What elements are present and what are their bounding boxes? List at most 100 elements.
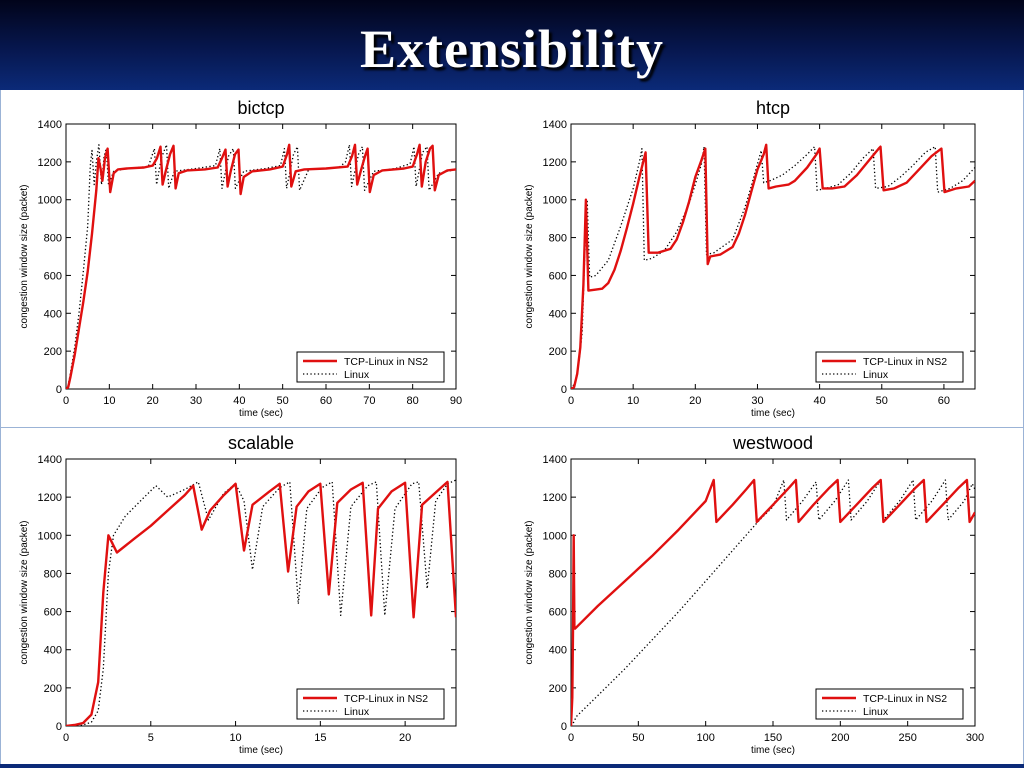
x-tick-label: 60 [938, 395, 950, 407]
x-tick-label: 70 [363, 395, 375, 407]
x-tick-label: 10 [229, 732, 241, 744]
x-tick-label: 50 [277, 395, 289, 407]
y-tick-label: 400 [549, 645, 567, 657]
x-tick-label: 10 [103, 395, 115, 407]
y-tick-label: 200 [44, 683, 62, 695]
y-axis-label: congestion window size (packet) [19, 185, 30, 329]
legend-box [815, 351, 964, 383]
x-tick-label: 30 [190, 395, 202, 407]
y-tick-label: 1000 [38, 195, 62, 207]
x-tick-label: 0 [63, 395, 69, 407]
y-tick-label: 400 [549, 308, 567, 320]
y-tick-label: 0 [561, 384, 567, 396]
x-axis-label: time (sec) [239, 408, 283, 419]
y-tick-label: 1200 [38, 157, 62, 169]
y-tick-label: 1200 [543, 492, 567, 504]
series-line-ns2 [571, 478, 975, 726]
x-tick-label: 15 [314, 732, 326, 744]
x-tick-label: 50 [876, 395, 888, 407]
y-tick-label: 800 [549, 568, 567, 580]
x-tick-label: 0 [63, 732, 69, 744]
x-tick-label: 40 [813, 395, 825, 407]
x-tick-label: 100 [696, 732, 714, 744]
y-tick-label: 200 [549, 346, 567, 358]
y-axis-label: congestion window size (packet) [524, 185, 535, 329]
x-axis-label: time (sec) [751, 745, 795, 756]
chart-title: westwood [732, 433, 813, 453]
legend-label: Linux [863, 369, 889, 381]
x-tick-label: 250 [898, 732, 916, 744]
y-tick-label: 800 [44, 568, 62, 580]
legend-box [296, 351, 445, 383]
legend-label: Linux [344, 706, 370, 718]
x-tick-label: 20 [147, 395, 159, 407]
x-tick-label: 20 [399, 732, 411, 744]
y-axis-label: congestion window size (packet) [524, 521, 535, 665]
x-tick-label: 10 [627, 395, 639, 407]
series-line-ns2 [66, 143, 456, 389]
y-tick-label: 0 [56, 721, 62, 733]
x-tick-label: 0 [568, 395, 574, 407]
legend-label: TCP-Linux in NS2 [863, 356, 947, 368]
y-tick-label: 200 [44, 346, 62, 358]
x-axis-label: time (sec) [239, 745, 283, 756]
y-tick-label: 600 [44, 270, 62, 282]
plot-frame [65, 458, 457, 727]
chart-westwood: westwood 0 50 100 150 200 250 300 0 200 400 600 800 1… [524, 433, 984, 756]
y-tick-label: 600 [549, 270, 567, 282]
legend-box [815, 688, 964, 720]
plot-frame [570, 123, 976, 390]
plot-frame [65, 123, 457, 390]
series-line-linux [66, 479, 456, 726]
bottom-bar [0, 764, 1024, 768]
x-tick-label: 60 [320, 395, 332, 407]
y-tick-label: 1400 [543, 454, 567, 466]
horizontal-divider [0, 427, 1024, 428]
y-tick-label: 1400 [38, 454, 62, 466]
x-tick-label: 200 [831, 732, 849, 744]
y-tick-label: 600 [44, 607, 62, 619]
chart-title: htcp [756, 98, 790, 118]
legend-label: Linux [863, 706, 889, 718]
x-tick-label: 0 [568, 732, 574, 744]
y-tick-label: 1400 [38, 119, 62, 131]
series-line-linux [571, 146, 975, 389]
x-tick-label: 20 [689, 395, 701, 407]
y-axis-label: congestion window size (packet) [19, 521, 30, 665]
legend-label: TCP-Linux in NS2 [863, 693, 947, 705]
y-tick-label: 1200 [38, 492, 62, 504]
x-tick-label: 30 [751, 395, 763, 407]
y-tick-label: 1400 [543, 119, 567, 131]
y-tick-label: 1000 [38, 530, 62, 542]
series-line-ns2 [66, 480, 456, 726]
y-tick-label: 1000 [543, 195, 567, 207]
y-tick-label: 1000 [543, 530, 567, 542]
y-tick-label: 0 [561, 721, 567, 733]
left-border [0, 90, 1, 764]
legend-label: TCP-Linux in NS2 [344, 356, 428, 368]
series-line-ns2 [571, 143, 975, 389]
y-tick-label: 400 [44, 645, 62, 657]
x-tick-label: 300 [966, 732, 984, 744]
plot-frame [570, 458, 976, 727]
y-tick-label: 600 [549, 607, 567, 619]
chart-bictcp: bictcp 0 10 20 30 40 50 60 70 80 90 0 200 400 600 800 10… [19, 98, 462, 419]
x-tick-label: 50 [632, 732, 644, 744]
legend-label: Linux [344, 369, 370, 381]
x-tick-label: 40 [233, 395, 245, 407]
y-tick-label: 800 [44, 233, 62, 245]
legend-label: TCP-Linux in NS2 [344, 693, 428, 705]
chart-title: bictcp [237, 98, 284, 118]
slide-title: Extensibility [359, 19, 665, 79]
y-tick-label: 1200 [543, 157, 567, 169]
y-tick-label: 400 [44, 308, 62, 320]
x-axis-label: time (sec) [751, 408, 795, 419]
y-tick-label: 800 [549, 233, 567, 245]
